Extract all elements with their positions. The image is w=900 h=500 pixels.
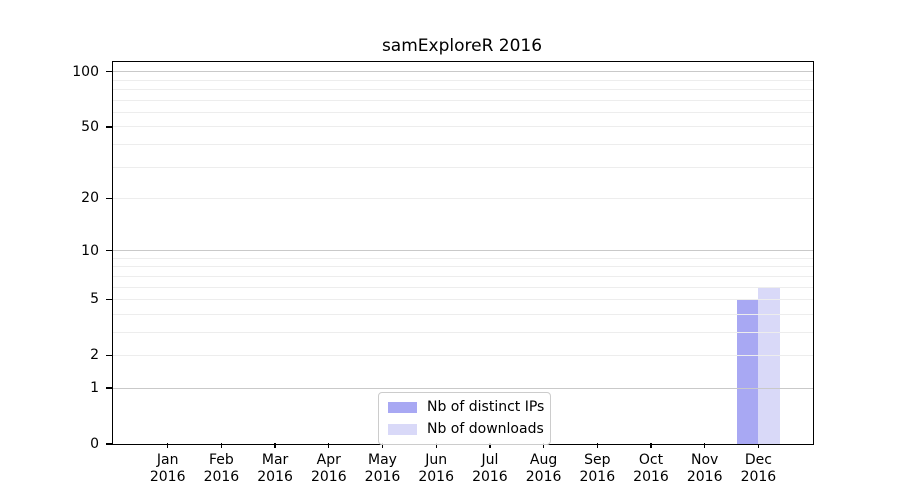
- x-axis-tick-label: Sep 2016: [565, 452, 629, 486]
- y-axis-tick-label: 1: [90, 380, 99, 397]
- bar-downloads: [758, 287, 780, 444]
- minor-gridline: [113, 266, 813, 268]
- x-tick-year: 2016: [364, 469, 401, 485]
- y-axis-tick: [106, 71, 113, 73]
- x-axis-tick-label: Feb 2016: [189, 452, 253, 486]
- x-axis-tick-label: Mar 2016: [243, 452, 307, 486]
- y-axis-tick-label: 2: [90, 347, 99, 364]
- major-gridline: [113, 250, 813, 252]
- y-axis-tick-label: 20: [81, 190, 99, 207]
- major-gridline: [113, 387, 813, 389]
- chart-title: samExploreR 2016: [381, 36, 543, 56]
- major-gridline: [113, 71, 813, 73]
- x-axis-tick: [596, 443, 598, 448]
- legend-swatch-downloads: [388, 423, 417, 435]
- x-axis-tick-label: Aug 2016: [512, 452, 576, 486]
- x-axis-tick: [650, 443, 652, 448]
- x-tick-month: Jun: [425, 452, 448, 468]
- bar-distinct-ips: [736, 299, 759, 444]
- y-axis-tick: [106, 249, 113, 252]
- x-axis-tick-label: Jun 2016: [404, 452, 468, 486]
- minor-gridline: [113, 354, 813, 356]
- x-axis-tick-label: Apr 2016: [297, 452, 361, 486]
- minor-gridline: [113, 99, 813, 101]
- x-tick-year: 2016: [257, 469, 293, 485]
- plot-area: Nb of distinct IPs Nb of downloads 100 50…: [72, 61, 814, 485]
- x-axis-tick-label: Dec 2016: [726, 452, 790, 486]
- x-tick-year: 2016: [579, 469, 616, 485]
- x-axis-tick-label: Nov 2016: [673, 452, 737, 486]
- x-axis-tick: [435, 443, 437, 448]
- x-tick-month: Aug: [529, 452, 558, 468]
- x-tick-year: 2016: [149, 469, 186, 485]
- minor-gridline: [113, 331, 813, 333]
- x-tick-month: Apr: [316, 452, 341, 468]
- y-axis-tick-label: 10: [81, 242, 99, 259]
- x-axis-tick: [757, 443, 760, 448]
- minor-gridline: [113, 286, 813, 288]
- x-tick-month: May: [368, 452, 397, 468]
- minor-gridline: [113, 143, 813, 145]
- x-tick-month: Dec: [744, 452, 772, 468]
- x-tick-month: Feb: [208, 452, 234, 468]
- legend-label-distinct-ips: Nb of distinct IPs: [427, 399, 545, 415]
- y-axis-tick: [106, 298, 113, 301]
- legend-item-distinct-ips: Nb of distinct IPs: [388, 399, 545, 415]
- x-axis-tick: [220, 443, 223, 448]
- y-axis-tick-label: 0: [90, 436, 99, 452]
- y-axis-tick-label: 50: [81, 118, 99, 135]
- minor-gridline: [113, 126, 813, 128]
- y-axis-tick: [106, 443, 113, 445]
- x-tick-year: 2016: [525, 469, 562, 485]
- minor-gridline: [113, 313, 813, 315]
- x-tick-year: 2016: [310, 469, 347, 485]
- y-axis-tick-label: 5: [90, 291, 99, 308]
- legend: Nb of distinct IPs Nb of downloads: [378, 392, 551, 445]
- x-axis-tick: [704, 443, 706, 448]
- y-axis-tick: [106, 354, 113, 357]
- x-axis-tick: [167, 443, 169, 448]
- x-tick-year: 2016: [472, 469, 508, 485]
- x-tick-month: Jan: [156, 452, 179, 468]
- x-axis-tick-label: Jan 2016: [136, 452, 200, 486]
- minor-gridline: [113, 257, 813, 259]
- minor-gridline: [113, 275, 813, 277]
- y-axis-tick: [106, 387, 113, 389]
- x-axis-tick: [328, 443, 330, 448]
- x-tick-month: Oct: [638, 452, 664, 468]
- x-tick-month: Jul: [481, 452, 499, 468]
- x-axis-tick-label: May 2016: [351, 452, 415, 486]
- minor-gridline: [113, 111, 813, 113]
- minor-gridline: [113, 197, 813, 199]
- y-axis-tick-label: 100: [72, 63, 99, 80]
- x-axis-tick: [274, 443, 276, 448]
- minor-gridline: [113, 298, 813, 300]
- x-axis-tick-label: Oct 2016: [619, 452, 683, 486]
- x-tick-year: 2016: [686, 469, 723, 485]
- x-tick-month: Mar: [261, 452, 289, 468]
- x-tick-year: 2016: [633, 469, 669, 485]
- minor-gridline: [113, 89, 813, 91]
- y-axis-tick: [106, 126, 113, 128]
- x-axis-tick: [381, 443, 384, 448]
- y-axis-tick: [106, 197, 113, 200]
- x-tick-year: 2016: [740, 469, 777, 485]
- x-axis-tick: [489, 443, 491, 448]
- x-tick-month: Sep: [584, 452, 611, 468]
- x-tick-month: Nov: [691, 452, 719, 468]
- x-axis-tick-label: Jul 2016: [458, 452, 522, 486]
- x-axis-tick: [542, 443, 545, 448]
- x-tick-year: 2016: [203, 469, 240, 485]
- minor-gridline: [113, 166, 813, 168]
- legend-label-downloads: Nb of downloads: [427, 421, 544, 437]
- x-tick-year: 2016: [418, 469, 454, 485]
- minor-gridline: [113, 79, 813, 81]
- legend-item-downloads: Nb of downloads: [388, 421, 544, 437]
- legend-swatch-distinct-ips: [388, 401, 417, 413]
